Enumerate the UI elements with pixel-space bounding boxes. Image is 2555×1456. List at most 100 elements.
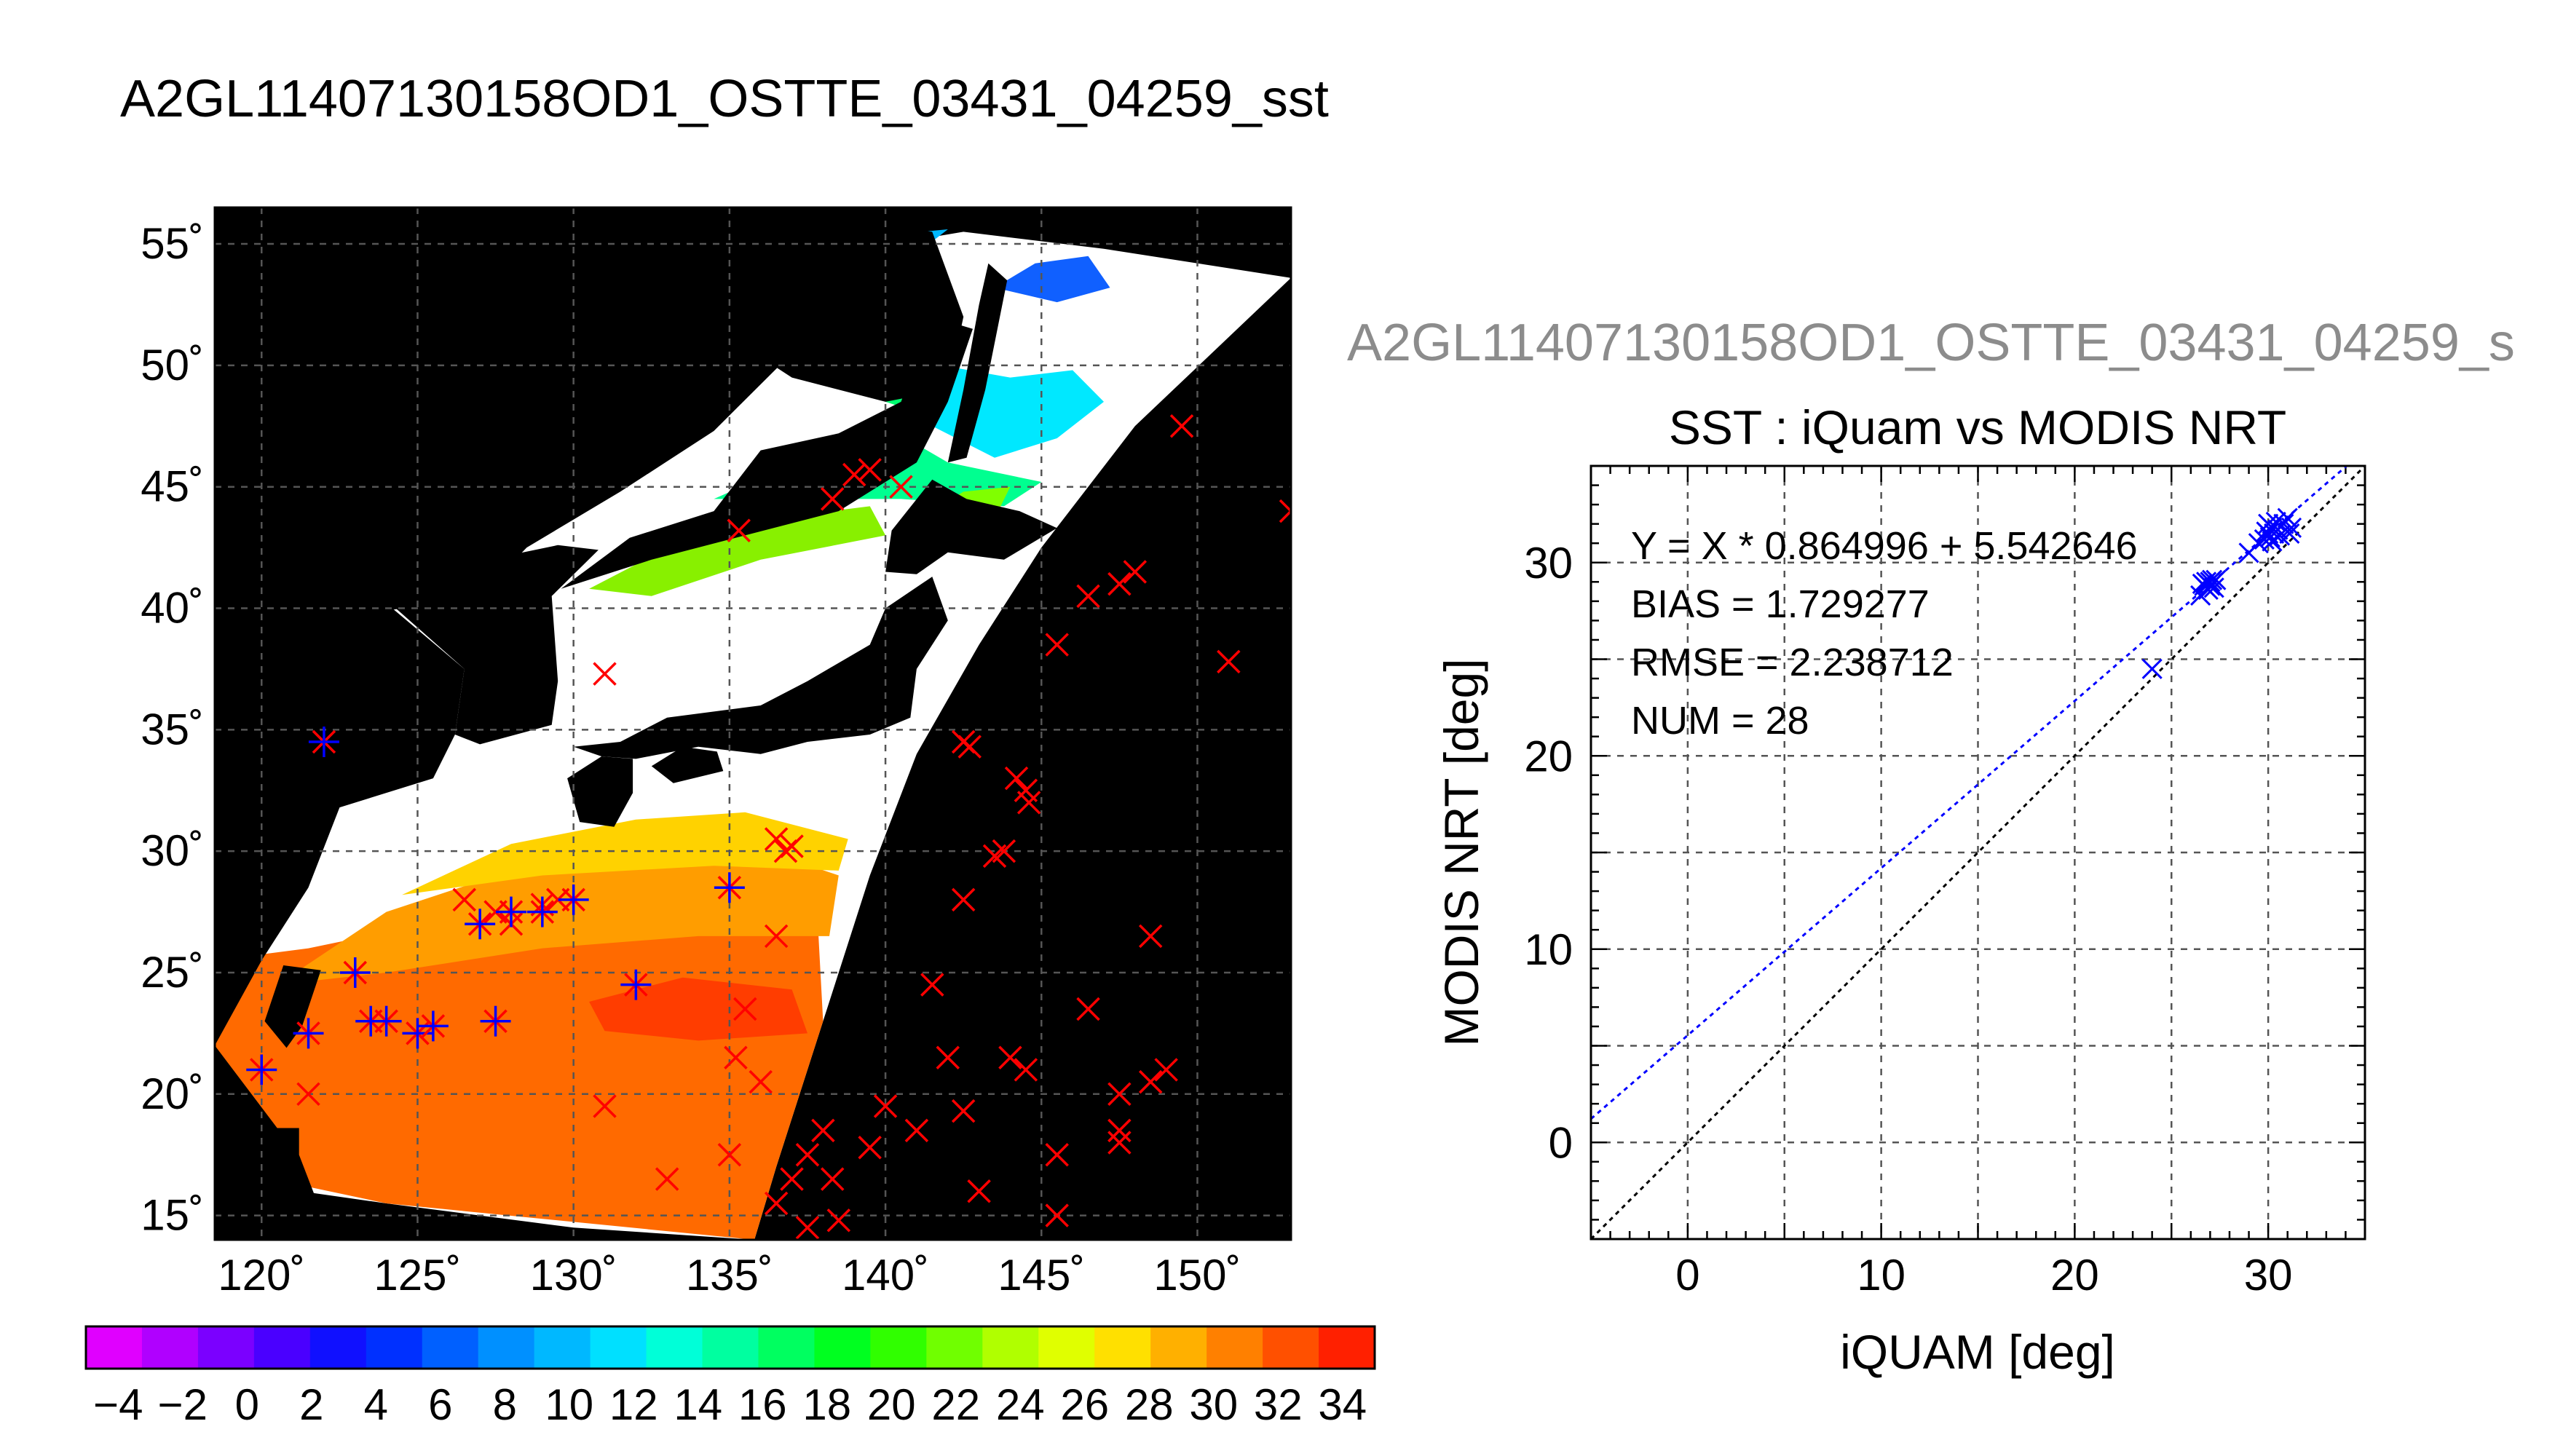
colorbar-tick-label: 30 [1189,1380,1238,1429]
colorbar-tick-label: 2 [299,1380,323,1429]
land-mass [567,756,633,827]
colorbar-segment [1319,1326,1375,1369]
colorbar-tick-label: 8 [493,1380,517,1429]
colorbar-segment [1038,1326,1095,1369]
stat-num: NUM = 28 [1631,699,1809,743]
insitu-marker [842,462,866,487]
scatter-x-axis-label: iQUAM [deg] [1840,1325,2115,1379]
insitu-marker [1107,1082,1132,1107]
insitu-marker [1138,1069,1163,1094]
colorbar-tick-label: −2 [158,1380,208,1429]
scatter-y-tick-label: 0 [1549,1118,1573,1167]
colorbar-segment [86,1326,143,1369]
insitu-marker [714,872,745,903]
land-mass [215,584,465,1046]
colorbar-segment [1094,1326,1151,1369]
colorbar-tick-label: 16 [738,1380,787,1429]
scatter-y-tick-label: 30 [1524,539,1573,587]
colorbar-tick-label: 32 [1254,1380,1303,1429]
map-y-tick-label: 30˚ [141,826,204,875]
colorbar-segment [197,1326,255,1369]
map-x-tick-label: 120˚ [218,1251,305,1299]
insitu-marker [593,1094,617,1118]
scatter-x-tick-label: 20 [2050,1251,2099,1299]
scatter-frame [1590,464,2366,1241]
insitu-marker [749,1069,773,1094]
insitu-marker [826,1208,851,1233]
stat-bias: BIAS = 1.729277 [1631,582,1930,626]
colorbar-tick-label: 0 [235,1380,259,1429]
sst-patch [995,256,1110,303]
colorbar-tick-label: 28 [1125,1380,1174,1429]
sst-patch [215,892,824,1240]
secondary-title: A2GL11407130158OD1_OSTTE_03431_04259_s [1347,314,2515,372]
colorbar-tick-label: 12 [609,1380,658,1429]
scatter-point [2262,531,2283,552]
scatter-point [2201,569,2223,590]
colorbar-segment [982,1326,1039,1369]
scatter-x-tick-label: 0 [1675,1251,1699,1299]
colorbar-tick-label: 14 [674,1380,722,1429]
colorbar: −4 −2 0 2 4 6 8 10 12 14 16 18 20 22 24 26 28 30 32 34 [84,1325,1376,1429]
insitu-marker [858,1135,882,1160]
colorbar-tick-label: 20 [867,1380,916,1429]
colorbar-tick-label: 22 [931,1380,980,1429]
insitu-marker [936,1045,960,1070]
map-gridlines [215,207,1291,1240]
insitu-marker [1138,924,1163,949]
colorbar-segment [758,1326,816,1369]
insitu-marker [1217,649,1241,674]
insitu-marker [1076,997,1100,1021]
insitu-marker [293,1018,324,1049]
scatter-x-tick-label: 30 [2244,1251,2293,1299]
insitu-marker [480,1005,511,1037]
insitu-marker [296,1082,320,1107]
insitu-marker [780,834,804,858]
map-y-tick-label: 50˚ [141,341,204,389]
sst-map-panel: 120˚ 125˚ 130˚ 135˚ 140˚ 145˚ 150˚ 15˚ 20˚ 25˚ 30˚… [141,206,1292,1299]
insitu-marker [821,1167,845,1191]
scatter-y-axis-label: MODIS NRT [deg] [1434,658,1488,1046]
land-mass [561,317,973,589]
insitu-marker [811,1118,835,1143]
insitu-marker [1045,1203,1069,1227]
one-to-one-line [1591,466,2365,1239]
colorbar-frame [84,1325,1376,1370]
map-y-tick-label: 45˚ [141,462,204,511]
insitu-marker [308,727,339,758]
insitu-marker [967,1179,991,1203]
scatter-point [2256,521,2277,542]
colorbar-segment [478,1326,535,1369]
insitu-marker [764,1191,789,1216]
sst-patch [589,506,886,596]
colorbar-segment [309,1326,367,1369]
land-mass [264,965,321,1048]
colorbar-segment [141,1326,199,1369]
map-x-tick-label: 150˚ [1153,1251,1241,1299]
map-tick-labels: 120˚ 125˚ 130˚ 135˚ 140˚ 145˚ 150˚ 15˚ 20˚ 25˚ 30˚… [141,219,1241,1299]
insitu-marker [371,1005,402,1037]
colorbar-tick-label: 4 [364,1380,388,1429]
scatter-title: SST : iQuam vs MODIS NRT [1669,400,2286,454]
insitu-marker [733,997,757,1021]
insitu-marker [920,973,944,997]
map-y-tick-label: 55˚ [141,219,204,268]
insitu-marker [1076,584,1100,609]
colorbar-segment [646,1326,703,1369]
map-y-tick-label: 25˚ [141,948,204,997]
insitu-marker [780,1167,804,1191]
insitu-marker [951,1099,976,1123]
insitu-marker [465,909,496,940]
colorbar-segment [1150,1326,1207,1369]
land-mass [947,263,1008,463]
insitu-marker [717,1142,742,1167]
insitu-marker [889,475,913,499]
insitu-marker [1169,414,1194,438]
colorbar-segment [702,1326,759,1369]
land-mass [573,577,948,759]
scatter-point [2141,658,2163,679]
insitu-marker [1107,571,1132,596]
land-mass [698,207,964,402]
sst-patch [402,812,848,895]
